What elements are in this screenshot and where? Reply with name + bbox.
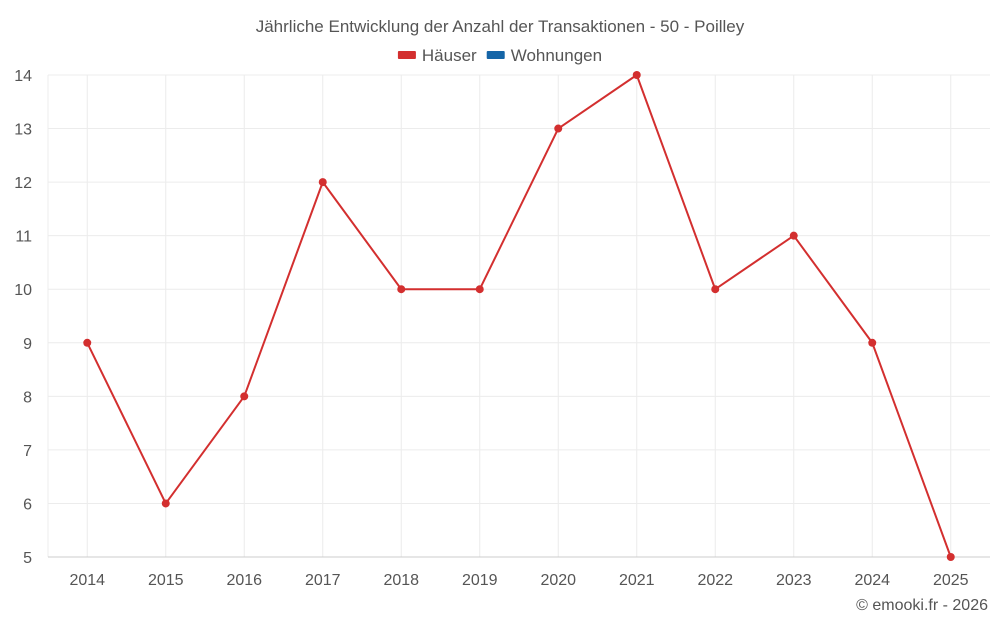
x-tick-label: 2020	[540, 572, 576, 589]
grid	[47, 74, 990, 557]
legend-item[interactable]: Häuser	[397, 46, 477, 65]
data-point[interactable]	[554, 124, 563, 133]
axes: 5 6 7 8 9 10 11 12 13 14 2014 2015 2016 2017 2018 2019 2…	[14, 68, 990, 589]
data-point[interactable]	[318, 178, 327, 187]
series-layer	[83, 71, 955, 561]
y-tick-label: 14	[14, 68, 32, 85]
x-tick-label: 2019	[462, 572, 498, 589]
y-tick-label: 5	[23, 550, 32, 567]
chart-title: Jährliche Entwicklung der Anzahl der Tra…	[256, 17, 745, 36]
x-tick-label: 2018	[383, 572, 419, 589]
data-point[interactable]	[868, 338, 877, 347]
legend-item[interactable]: Wohnungen	[486, 46, 602, 65]
y-tick-label: 8	[23, 389, 32, 406]
x-tick-label: 2015	[148, 572, 184, 589]
data-point[interactable]	[83, 338, 92, 347]
x-tick-label: 2014	[69, 572, 105, 589]
legend: Häuser Wohnungen	[397, 46, 602, 65]
y-tick-label: 11	[15, 229, 32, 246]
data-point[interactable]	[240, 392, 249, 401]
data-point[interactable]	[475, 285, 484, 294]
data-point[interactable]	[632, 71, 641, 79]
x-tick-label: 2021	[619, 572, 655, 589]
data-point[interactable]	[946, 553, 955, 561]
series-line	[86, 74, 952, 558]
y-tick-label: 13	[14, 122, 32, 139]
x-tick-label: 2024	[854, 572, 890, 589]
x-tick-label: 2017	[305, 572, 341, 589]
x-tick-label: 2025	[933, 572, 969, 589]
legend-label: Häuser	[422, 46, 477, 65]
data-point[interactable]	[161, 499, 170, 508]
x-tick-label: 2023	[776, 572, 812, 589]
legend-swatch	[486, 51, 505, 59]
y-tick-label: 6	[23, 496, 32, 513]
data-point[interactable]	[789, 231, 798, 240]
legend-swatch	[397, 51, 416, 59]
y-tick-label: 12	[14, 175, 32, 192]
y-tick-label: 9	[23, 336, 32, 353]
data-point[interactable]	[397, 285, 406, 294]
x-tick-label: 2022	[697, 572, 733, 589]
y-tick-label: 10	[14, 282, 32, 299]
y-tick-label: 7	[23, 443, 32, 460]
x-tick-label: 2016	[226, 572, 262, 589]
credit-text: © emooki.fr - 2026	[856, 597, 988, 614]
legend-label: Wohnungen	[511, 46, 602, 65]
data-point[interactable]	[711, 285, 720, 294]
